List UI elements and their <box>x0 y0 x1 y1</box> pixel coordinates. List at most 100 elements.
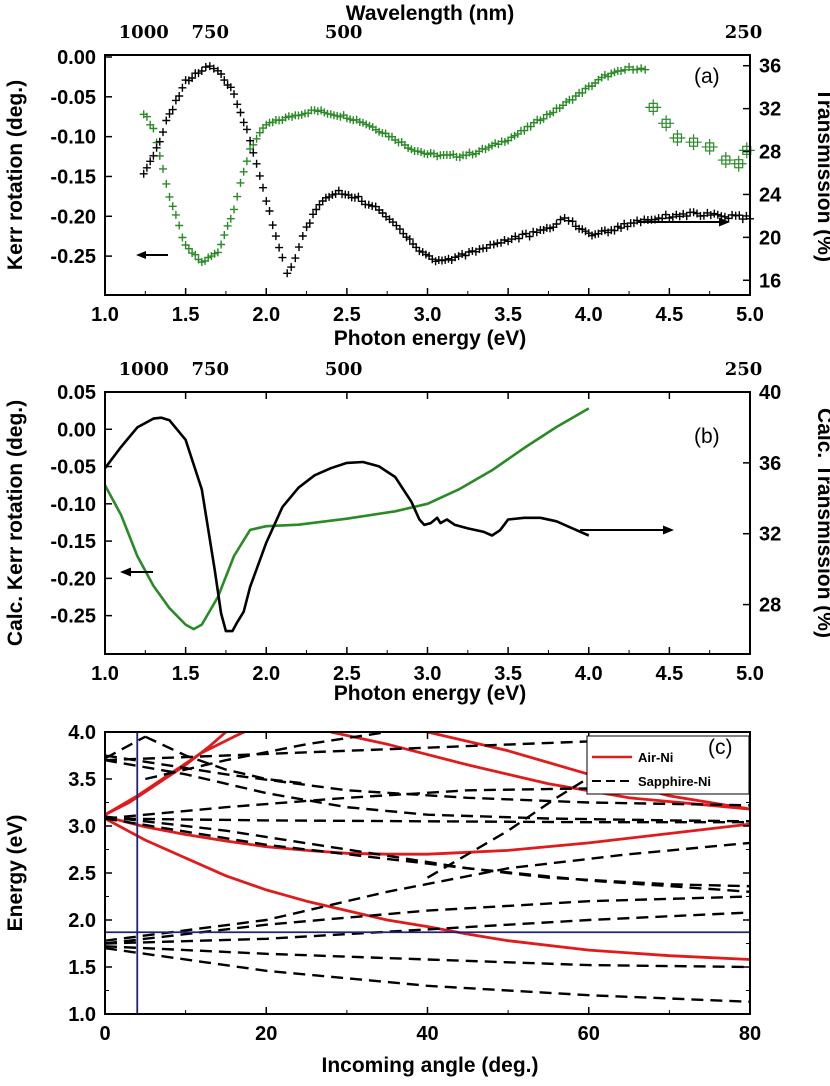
data-point <box>738 142 755 159</box>
data-point <box>197 67 206 75</box>
data-point <box>633 216 642 225</box>
x-ticks-b: 1.0 1.5 2.0 2.5 3.0 3.5 4.0 4.5 5.0 <box>91 392 764 685</box>
y-tick-label-right: 20 <box>759 227 781 249</box>
band-sapphire-ni <box>105 735 750 762</box>
x-ticks-c: 0 20 40 60 80 <box>99 732 761 1045</box>
y-tick-label-right: 32 <box>759 99 781 121</box>
y-tick-label-right: 28 <box>759 595 781 617</box>
band-air-ni <box>105 815 750 856</box>
x-tick-label: 5.0 <box>736 304 764 326</box>
band-air-ni <box>330 732 750 811</box>
series-calc-transmission <box>103 416 590 633</box>
y-tick-label-left: 0.00 <box>57 47 96 69</box>
data-point <box>252 134 261 143</box>
data-point <box>255 128 264 137</box>
band-sapphire-ni <box>105 759 750 823</box>
data-point <box>223 221 232 230</box>
data-point <box>392 221 401 230</box>
data-point <box>665 214 674 222</box>
series-kerr-rotation <box>139 62 650 266</box>
data-point <box>713 210 722 219</box>
data-point <box>717 152 734 169</box>
y-tick-label-left: 0.05 <box>57 382 96 404</box>
x-axis-title-b: Photon energy (eV) <box>334 682 527 705</box>
top-tick-label: 750 <box>192 359 230 380</box>
x-tick-label: 4.5 <box>655 304 683 326</box>
x-tick-label: 40 <box>416 1023 438 1045</box>
top-wavelength-ticks-a: 1000 750 500 250 <box>119 22 763 43</box>
x-tick-label: 1.5 <box>172 663 200 685</box>
data-point <box>217 240 226 249</box>
data-point <box>239 167 248 176</box>
series-kerr-rotation-sparse- <box>645 99 755 172</box>
data-point <box>236 178 245 187</box>
y-tick-label-left: 2.0 <box>68 910 96 932</box>
data-point <box>354 192 363 201</box>
top-tick-label: 750 <box>192 22 230 43</box>
top-tick-label: 250 <box>725 22 763 43</box>
data-point <box>191 250 200 259</box>
band-sapphire-ni <box>105 815 750 893</box>
y-axis-title-left-c: Energy (eV) <box>4 815 27 932</box>
x-tick-label: 3.5 <box>494 304 522 326</box>
data-point <box>672 210 681 219</box>
data-point <box>500 236 509 244</box>
data-point <box>209 64 218 73</box>
data-point <box>633 65 642 74</box>
x-tick-label: 2.5 <box>333 663 361 685</box>
data-point <box>178 83 187 92</box>
data-point <box>309 210 317 219</box>
data-point <box>489 240 498 249</box>
x-axis-title-c: Incoming angle (deg.) <box>321 1054 538 1077</box>
top-tick-label: 1000 <box>119 22 169 43</box>
data-point <box>578 88 587 97</box>
series-calc-kerr-rotation <box>103 407 590 631</box>
data-point <box>246 136 255 145</box>
y-tick-label-right: 36 <box>759 56 781 78</box>
panel-a: Wavelength (nm) 1000 750 500 250 1.0 1.5 2.0 2… <box>4 2 830 350</box>
band-air-ni <box>105 732 248 816</box>
data-point <box>645 99 662 116</box>
data-point <box>291 254 300 263</box>
data-point <box>350 193 359 202</box>
data-point <box>682 212 691 221</box>
data-point <box>395 225 404 234</box>
data-point <box>552 220 561 228</box>
data-point <box>220 76 229 85</box>
data-point <box>278 253 287 262</box>
y-tick-label-left: -0.25 <box>50 606 96 628</box>
data-point <box>268 221 277 230</box>
y-tick-label-right: 40 <box>759 382 781 404</box>
x-axis-title-a: Photon energy (eV) <box>334 327 527 350</box>
data-point <box>249 148 258 157</box>
top-tick-label: 500 <box>325 359 363 380</box>
data-point <box>520 126 529 135</box>
data-point <box>514 234 523 243</box>
y-tick-label-right: 28 <box>759 142 781 164</box>
data-point <box>226 83 235 92</box>
band-sapphire-ni <box>105 895 750 945</box>
data-point <box>259 183 267 192</box>
arrow-right-b <box>580 525 674 535</box>
y-tick-label-left: -0.25 <box>50 246 96 268</box>
data-point <box>213 248 222 257</box>
y-tick-label-right: 36 <box>759 453 781 475</box>
y-axis-title-right-b: Calc. Transmission (%) <box>813 408 830 638</box>
arrow-right-a <box>638 217 730 227</box>
data-point <box>617 67 625 75</box>
data-point <box>364 200 373 209</box>
data-point <box>378 209 387 217</box>
wavelength-title: Wavelength (nm) <box>346 2 514 25</box>
x-tick-label: 4.5 <box>655 663 683 685</box>
x-tick-label: 5.0 <box>736 663 764 685</box>
y-ticks-left-c: 4.0 3.5 3.0 2.5 2.0 1.5 1.0 <box>68 722 750 1026</box>
data-point <box>730 155 747 172</box>
y-tick-label-left: 0.00 <box>57 419 96 441</box>
band-sapphire-ni <box>105 787 750 820</box>
data-point <box>621 65 629 74</box>
data-point <box>159 128 167 137</box>
data-point <box>641 65 650 74</box>
band-sapphire-ni <box>105 945 750 969</box>
x-tick-label: 3.0 <box>414 663 442 685</box>
data-point <box>139 169 148 178</box>
